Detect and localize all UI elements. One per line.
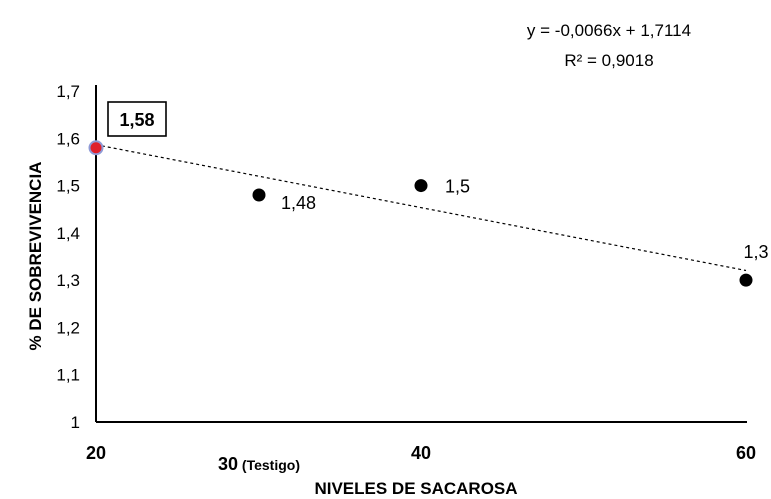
x-tick-label: 20 [86,443,106,463]
y-axis-title: % DE SOBREVIVENCIA [26,162,45,351]
trendline [95,144,747,272]
data-label: 1,5 [445,177,470,197]
y-tick-label: 1,1 [56,366,80,385]
data-point [252,188,266,202]
y-tick-label: 1 [71,413,80,432]
x-tick-labels: 20 30 (Testigo) 40 60 [86,443,756,474]
highlight-label-box [107,101,167,137]
data-label-highlighted: 1,58 [119,110,154,130]
y-tick-label: 1,3 [56,271,80,290]
r-squared-label: R² = 0,9018 [564,51,653,70]
trendline-equation: y = -0,0066x + 1,7114 [527,21,691,40]
y-tick-label: 1,7 [56,82,80,101]
data-point [414,179,428,193]
axes [95,85,747,423]
data-points [88,140,753,287]
x-tick-label: 40 [411,443,431,463]
x-tick-label: 30 (Testigo) [218,454,300,474]
data-point [739,273,753,287]
data-label: 1,48 [281,193,316,213]
y-tick-labels: 1 1,1 1,2 1,3 1,4 1,5 1,6 1,7 [56,82,80,432]
data-point-highlighted [88,140,104,156]
data-label: 1,3 [743,242,768,262]
y-tick-label: 1,6 [56,129,80,148]
y-tick-label: 1,5 [56,177,80,196]
y-tick-label: 1,4 [56,224,80,243]
x-axis-title: NIVELES DE SACAROSA [314,479,517,498]
y-tick-label: 1,2 [56,318,80,337]
data-labels: 1,58 1,48 1,5 1,3 [107,101,769,262]
x-tick-label: 60 [736,443,756,463]
